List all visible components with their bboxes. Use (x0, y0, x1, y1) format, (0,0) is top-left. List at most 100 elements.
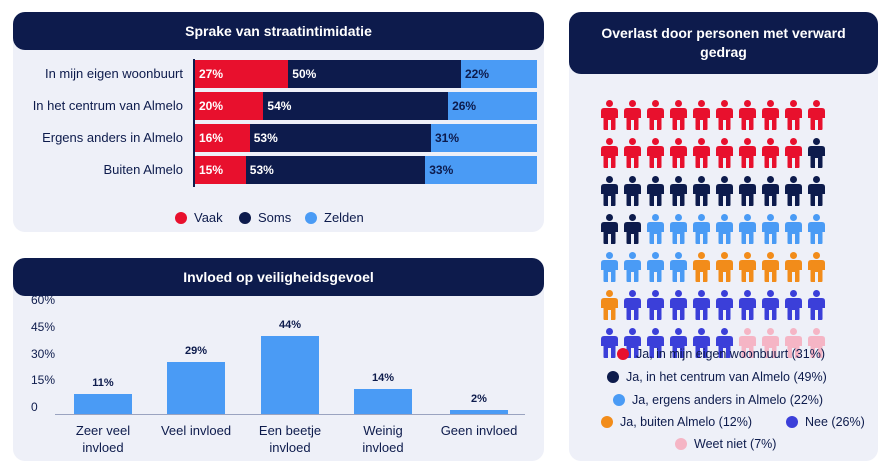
category-label: In het centrum van Almelo (32, 98, 183, 113)
bar-segment-soms: 54% (263, 92, 449, 120)
person-icon (785, 328, 802, 358)
legend-label: Nee (26%) (805, 415, 865, 429)
person-icon (739, 176, 756, 206)
person-icon (808, 290, 825, 320)
person-icon (670, 100, 687, 130)
x-axis-line (55, 414, 525, 415)
person-icon (762, 138, 779, 168)
person-icon (785, 214, 802, 244)
person-icon (808, 138, 825, 168)
legend-dot (601, 416, 613, 428)
person-icon (739, 252, 756, 282)
legend-dot (786, 416, 798, 428)
person-icon (624, 100, 641, 130)
person-icon (601, 100, 618, 130)
person-icon (624, 214, 641, 244)
bar-segment-zelden: 31% (430, 124, 537, 152)
bar (74, 394, 132, 414)
person-icon (808, 328, 825, 358)
person-icon (647, 176, 664, 206)
category-label: Een beetje invloed (258, 423, 322, 455)
person-icon (716, 176, 733, 206)
person-icon (785, 252, 802, 282)
person-icon (601, 138, 618, 168)
bar-segment-vaak: 16% (195, 124, 250, 152)
legend-item: Ja, in mijn eigen woonbuurt (31%) (617, 347, 825, 361)
person-icon (670, 138, 687, 168)
person-icon (716, 138, 733, 168)
chart-title: Sprake van straatintimidatie (13, 12, 544, 50)
person-icon (601, 290, 618, 320)
person-icon (670, 214, 687, 244)
legend-item: Ja, buiten Almelo (12%) (601, 415, 752, 429)
legend-zelden: Zelden (305, 210, 364, 225)
person-icon (693, 214, 710, 244)
legend-dot (607, 371, 619, 383)
person-icon (693, 100, 710, 130)
person-icon (808, 176, 825, 206)
y-tick-label: 45% (31, 319, 56, 334)
person-icon (739, 214, 756, 244)
bar-segment-soms: 53% (245, 156, 426, 184)
category-label: Ergens anders in Almelo (42, 130, 183, 145)
legend-dot (305, 211, 317, 224)
legend-label: Weet niet (7%) (694, 437, 777, 451)
person-icon (693, 138, 710, 168)
person-icon (647, 214, 664, 244)
bar-segment-zelden: 26% (448, 92, 537, 120)
person-icon (716, 214, 733, 244)
person-icon (716, 290, 733, 320)
legend-label: Ja, in het centrum van Almelo (49%) (626, 370, 827, 384)
person-icon (624, 138, 641, 168)
bar (261, 335, 319, 414)
category-label: Weinig invloed (362, 423, 404, 455)
bar-segment-zelden: 22% (461, 60, 537, 88)
person-icon (647, 138, 664, 168)
person-icon (693, 290, 710, 320)
legend-label: Ja, ergens anders in Almelo (22%) (632, 393, 824, 407)
person-icon (647, 290, 664, 320)
person-icon (739, 100, 756, 130)
bar (450, 410, 508, 414)
legend-dot (239, 211, 251, 224)
veiligheidsgevoel-panel: Invloed op veiligheidsgevoel 60% 45% 30% 15… (13, 258, 544, 461)
person-icon (716, 252, 733, 282)
person-icon (693, 252, 710, 282)
person-icon (785, 100, 802, 130)
person-icon (624, 290, 641, 320)
bar-segment-soms: 53% (249, 124, 431, 152)
person-icon (762, 214, 779, 244)
category-label: Geen invloed (440, 423, 518, 438)
category-label: Buiten Almelo (103, 162, 184, 177)
person-icon (601, 252, 618, 282)
straatintimidatie-panel: Sprake van straatintimidatie In mijn eig… (13, 12, 544, 232)
person-icon (716, 328, 733, 358)
person-icon (785, 176, 802, 206)
verward-gedrag-panel: Overlast door personen met verward gedra… (569, 12, 878, 461)
person-icon (739, 290, 756, 320)
person-icon (762, 328, 779, 358)
legend-dot (675, 438, 687, 450)
y-tick-label: 15% (31, 373, 56, 388)
legend-item: Ja, ergens anders in Almelo (22%) (613, 393, 823, 407)
legend-soms: Soms (239, 210, 291, 225)
category-label: Veel invloed (160, 423, 232, 438)
person-icon (739, 328, 756, 358)
legend-dot (613, 394, 625, 406)
y-axis-line (193, 59, 195, 187)
person-icon (739, 138, 756, 168)
legend-vaak: Vaak (175, 210, 223, 225)
chart-title: Invloed op veiligheidsgevoel (13, 258, 544, 296)
person-icon (647, 252, 664, 282)
person-icon (693, 328, 710, 358)
category-label: Zeer veel invloed (75, 423, 131, 455)
person-icon (601, 176, 618, 206)
bar-segment-vaak: 20% (195, 92, 264, 120)
legend-item: Weet niet (7%) (675, 437, 776, 451)
chart-title: Overlast door personen met verward gedra… (569, 12, 878, 74)
bar-segment-soms: 50% (288, 60, 461, 88)
person-icon (670, 290, 687, 320)
person-icon (624, 176, 641, 206)
person-icon (762, 176, 779, 206)
y-tick-label: 60% (31, 293, 56, 307)
